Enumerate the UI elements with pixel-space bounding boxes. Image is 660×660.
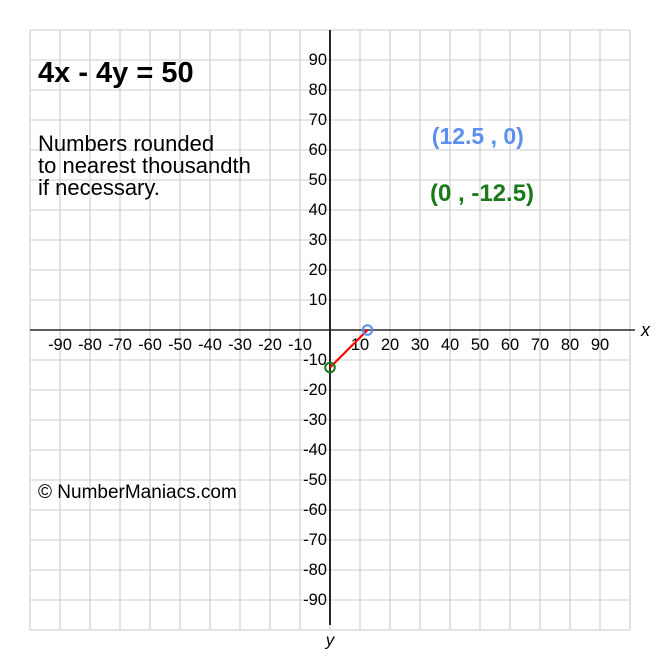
svg-text:60: 60 [309, 141, 327, 159]
svg-text:-50: -50 [168, 336, 192, 354]
svg-text:50: 50 [471, 336, 489, 354]
svg-text:60: 60 [501, 336, 519, 354]
svg-text:-50: -50 [303, 471, 327, 489]
svg-text:-60: -60 [138, 336, 162, 354]
svg-text:50: 50 [309, 171, 327, 189]
svg-text:90: 90 [309, 51, 327, 69]
svg-text:-80: -80 [303, 561, 327, 579]
svg-text:-30: -30 [303, 411, 327, 429]
svg-text:-60: -60 [303, 501, 327, 519]
svg-text:-40: -40 [303, 441, 327, 459]
svg-text:-80: -80 [78, 336, 102, 354]
svg-text:x: x [640, 320, 651, 340]
svg-text:-10: -10 [303, 351, 327, 369]
svg-text:-90: -90 [48, 336, 72, 354]
svg-text:20: 20 [381, 336, 399, 354]
svg-text:40: 40 [441, 336, 459, 354]
svg-text:-70: -70 [303, 531, 327, 549]
svg-text:10: 10 [309, 291, 327, 309]
svg-text:-90: -90 [303, 591, 327, 609]
svg-text:30: 30 [309, 231, 327, 249]
svg-text:80: 80 [561, 336, 579, 354]
svg-text:-30: -30 [228, 336, 252, 354]
svg-text:-70: -70 [108, 336, 132, 354]
svg-text:70: 70 [309, 111, 327, 129]
svg-text:y: y [325, 630, 336, 649]
svg-text:30: 30 [411, 336, 429, 354]
svg-text:-40: -40 [198, 336, 222, 354]
svg-text:80: 80 [309, 81, 327, 99]
svg-text:20: 20 [309, 261, 327, 279]
svg-text:40: 40 [309, 201, 327, 219]
svg-text:-20: -20 [303, 381, 327, 399]
svg-text:-20: -20 [258, 336, 282, 354]
svg-text:70: 70 [531, 336, 549, 354]
svg-text:90: 90 [591, 336, 609, 354]
